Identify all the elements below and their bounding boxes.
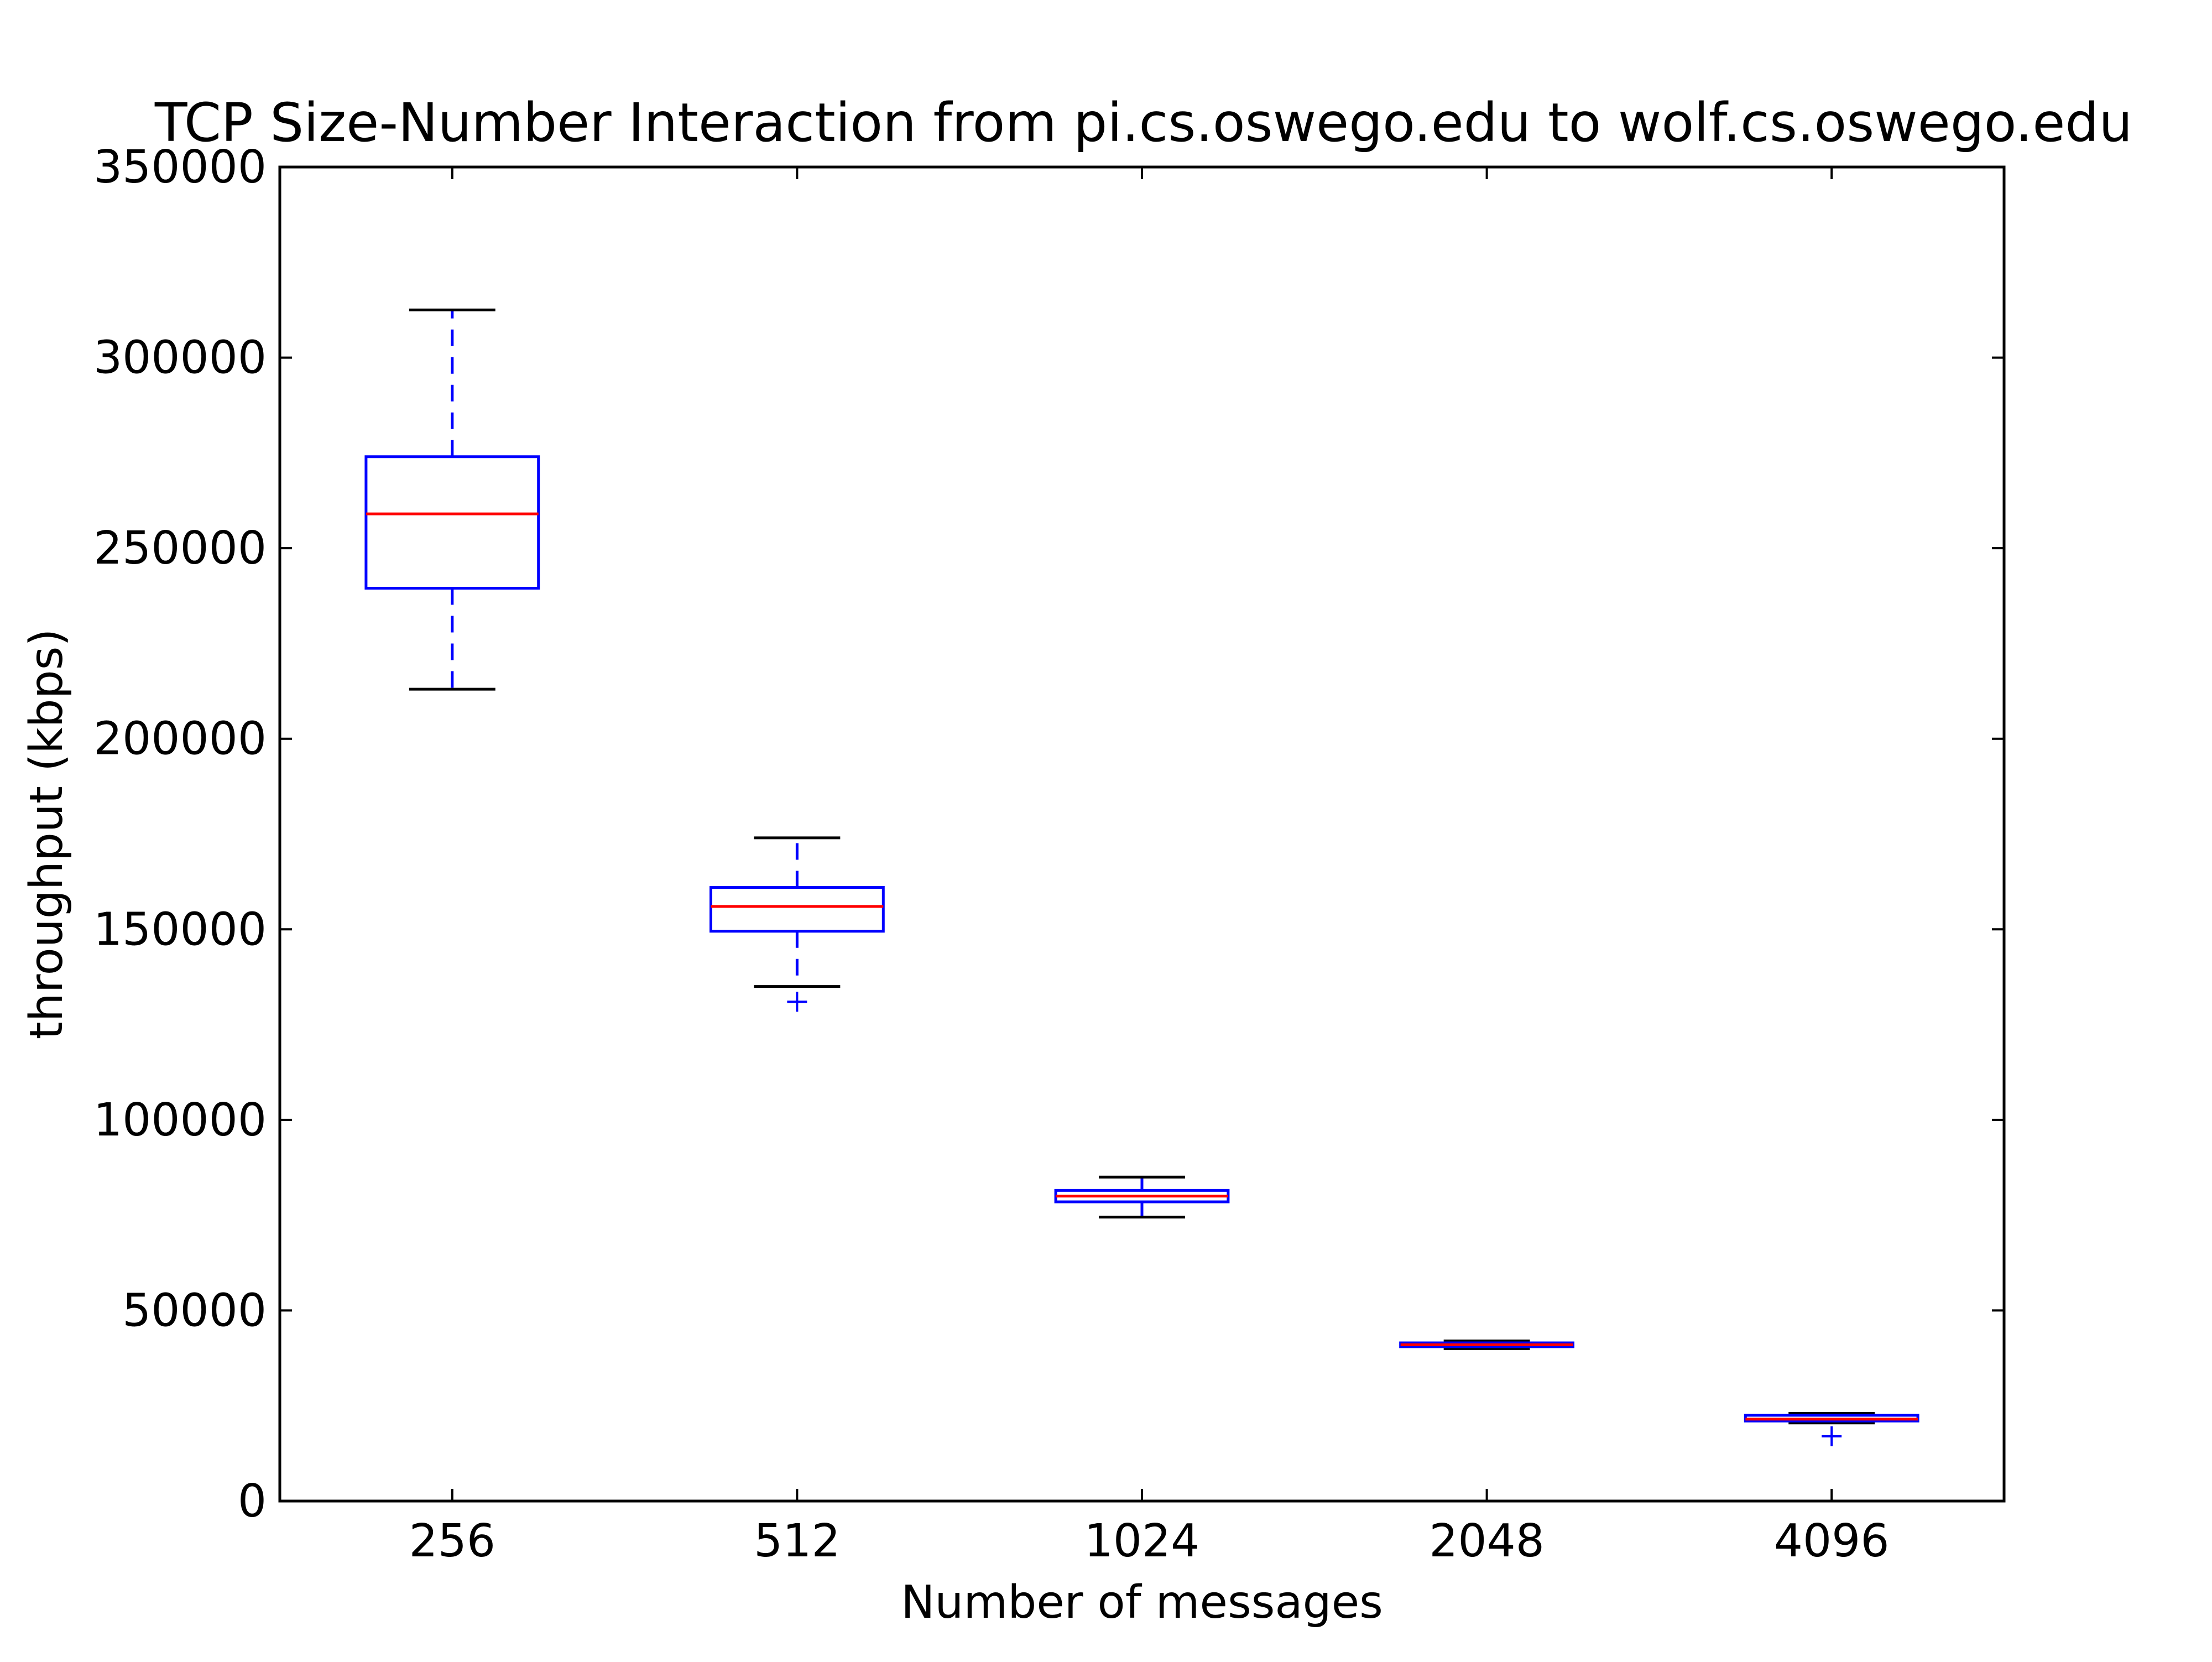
y-tick-label: 150000 — [93, 903, 267, 956]
x-tick-label: 2048 — [1429, 1515, 1545, 1567]
box-group-2048 — [1399, 1340, 1574, 1350]
chart-title: TCP Size-Number Interaction from pi.cs.o… — [154, 92, 2132, 154]
y-tick-label: 50000 — [122, 1284, 267, 1337]
y-tick-label: 300000 — [93, 332, 267, 384]
box-group-1024 — [1054, 1175, 1230, 1219]
box-group-512 — [709, 836, 885, 1012]
outlier-point — [1822, 1426, 1842, 1446]
iqr-box — [364, 455, 540, 590]
x-tick-label: 1024 — [1084, 1515, 1200, 1567]
iqr-box — [709, 885, 885, 933]
box-group-4096 — [1744, 1411, 1919, 1446]
y-tick-label: 350000 — [93, 141, 267, 194]
y-tick-label: 0 — [238, 1475, 267, 1528]
y-axis-label: throughput (kbps) — [20, 629, 73, 1040]
y-tick-label: 250000 — [93, 522, 267, 575]
box-group-256 — [364, 308, 540, 691]
outlier-point — [787, 992, 807, 1012]
y-tick-label: 100000 — [93, 1094, 267, 1147]
x-tick-label: 256 — [409, 1515, 496, 1567]
y-tick-label: 200000 — [93, 713, 267, 765]
x-axis-label: Number of messages — [901, 1576, 1383, 1629]
x-tick-label: 512 — [754, 1515, 841, 1567]
x-tick-label: 4096 — [1774, 1515, 1890, 1567]
